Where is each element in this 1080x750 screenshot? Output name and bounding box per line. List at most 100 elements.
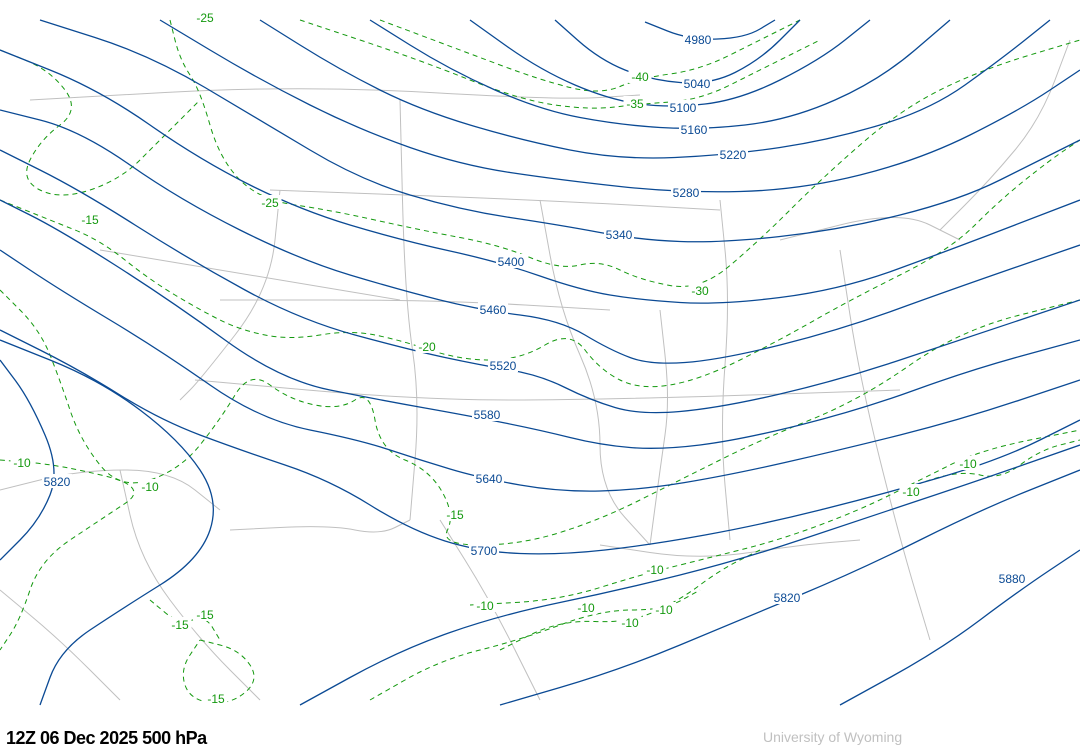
- height-contour: [369, 19, 951, 129]
- label-background: [956, 456, 980, 470]
- label-background: [618, 615, 642, 629]
- temperature-contour-label: -10: [13, 456, 31, 470]
- height-contour-label: 5160: [681, 123, 708, 137]
- temperature-contour: [0, 49, 201, 196]
- height-contour: [0, 149, 1080, 414]
- label-background: [415, 339, 439, 353]
- boundary-line: [269, 189, 721, 211]
- boundary-line: [0, 589, 121, 701]
- temperature-contour: [0, 139, 1080, 388]
- label-background: [478, 302, 508, 316]
- temperature-contour-label: -30: [691, 284, 709, 298]
- temperature-contour-label: -25: [261, 196, 279, 210]
- height-contour-label: 4980: [685, 33, 712, 47]
- label-background: [604, 227, 634, 241]
- height-contour: [0, 109, 1080, 364]
- temperature-contour-label: -10: [655, 603, 673, 617]
- temperature-contour: [499, 549, 761, 651]
- temperature-contour-label: -10: [621, 616, 639, 630]
- height-contour-label: 5820: [774, 591, 801, 605]
- label-background: [682, 76, 712, 90]
- temperature-contour: [369, 589, 701, 701]
- boundary-line: [779, 217, 961, 241]
- boundary-line: [539, 199, 651, 546]
- credit-text: University of Wyoming: [763, 729, 903, 745]
- temperature-contour-label: -10: [902, 485, 920, 499]
- height-contour-label: 5400: [498, 255, 525, 269]
- temperature-contour: [379, 19, 801, 92]
- temperature-contour: [899, 439, 1080, 491]
- temperature-contour-label: -15: [207, 692, 225, 706]
- label-background: [628, 69, 652, 83]
- height-contour: [499, 469, 1080, 706]
- height-contour-label: 5220: [720, 148, 747, 162]
- height-contour: [159, 19, 1080, 193]
- boundary-line: [939, 39, 1071, 231]
- boundary-line: [0, 469, 221, 511]
- label-background: [168, 617, 192, 631]
- weather-map: 4980 5040 5100 5160 5220 5280 5340 5400 5460 5520…: [0, 10, 1080, 706]
- height-contour: [0, 339, 214, 706]
- label-background: [623, 96, 647, 110]
- temperature-contour-label: -10: [141, 480, 159, 494]
- boundary-line: [439, 519, 541, 701]
- temperature-contour: [299, 19, 821, 109]
- height-contour-label: 5280: [673, 186, 700, 200]
- height-contour: [554, 19, 801, 84]
- temperature-contour-label: -10: [577, 601, 595, 615]
- label-background: [193, 607, 217, 621]
- height-contour: [839, 549, 1080, 706]
- label-background: [718, 147, 748, 161]
- height-contour: [469, 19, 871, 107]
- temperature-contour: [182, 639, 255, 704]
- boundary-line: [399, 99, 418, 521]
- temperature-contour-label: -25: [196, 11, 214, 25]
- label-background: [688, 283, 712, 297]
- height-contour-label: 5460: [480, 303, 507, 317]
- label-background: [193, 10, 217, 24]
- label-background: [204, 691, 228, 705]
- height-contour: [0, 359, 55, 561]
- height-contour: [0, 199, 1080, 449]
- height-contour-label: 5880: [999, 572, 1026, 586]
- label-background: [473, 598, 497, 612]
- height-contour: [259, 19, 1051, 159]
- temperature-contour-label: -10: [959, 457, 977, 471]
- boundary-line: [29, 88, 641, 101]
- boundary-line: [719, 199, 731, 541]
- label-background: [772, 590, 802, 604]
- label-background: [668, 100, 698, 114]
- label-background: [574, 600, 598, 614]
- label-background: [997, 571, 1027, 585]
- temperature-contour: [169, 19, 1080, 287]
- height-contour: [0, 329, 1080, 555]
- temperature-contour-label: -10: [476, 599, 494, 613]
- boundary-line: [599, 539, 861, 557]
- contour-labels: 4980 5040 5100 5160 5220 5280 5340 5400 5460 5520…: [10, 10, 1027, 706]
- label-background: [679, 122, 709, 136]
- label-background: [496, 254, 526, 268]
- temperature-contour-label: -20: [418, 340, 436, 354]
- label-background: [10, 455, 34, 469]
- label-background: [899, 484, 923, 498]
- height-contour-label: 5340: [606, 228, 633, 242]
- temperature-contour: [0, 289, 1080, 546]
- boundary-line: [179, 189, 281, 401]
- temperature-contour-label: -15: [81, 213, 99, 227]
- label-background: [138, 479, 162, 493]
- temperature-contour-label: -10: [646, 563, 664, 577]
- height-contour-label: 5700: [471, 544, 498, 558]
- height-contour-label: 5100: [670, 101, 697, 115]
- label-background: [683, 32, 713, 46]
- height-contours: [0, 19, 1080, 706]
- height-contour: [299, 444, 1080, 706]
- boundary-line: [229, 519, 411, 533]
- boundary-line: [219, 299, 611, 311]
- label-background: [474, 471, 504, 485]
- boundary-line: [839, 249, 931, 641]
- temperature-contour-label: -15: [171, 618, 189, 632]
- temperature-contour-label: -35: [626, 97, 644, 111]
- boundary-line: [119, 469, 261, 701]
- label-background: [472, 407, 502, 421]
- height-contour-label: 5820: [44, 475, 71, 489]
